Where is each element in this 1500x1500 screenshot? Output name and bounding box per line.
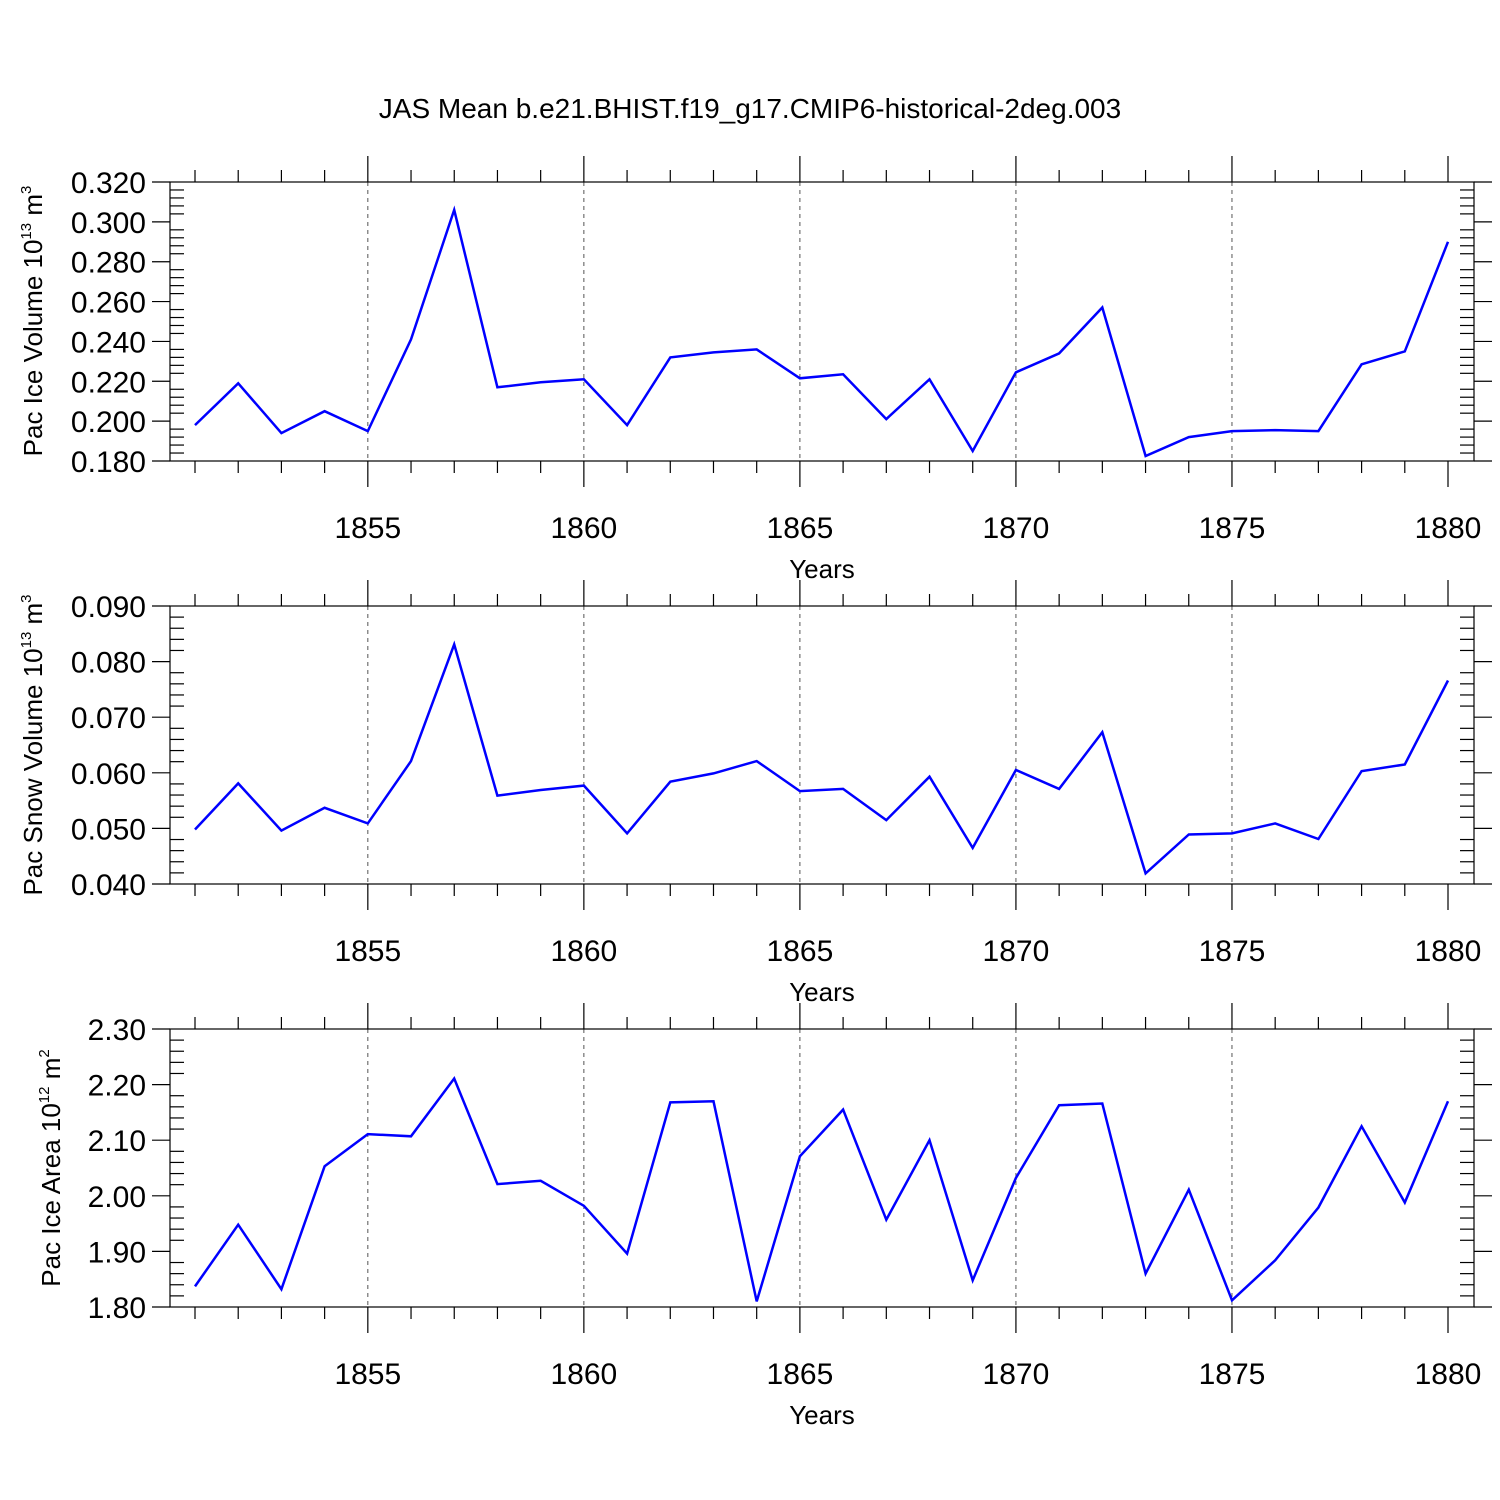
y-tick-label: 0.090 (71, 591, 146, 624)
y-axis-label: Pac Ice Volume 1013 m3 (18, 186, 48, 457)
panel-ice-area: Pac Ice Area 1012 m2 Years 1855 1860 1865 1… (36, 1003, 1492, 1430)
x-tick-label: 1860 (550, 512, 617, 545)
series-line (194, 205, 1450, 458)
y-tick-label: 0.260 (71, 287, 146, 320)
x-tick-label: 1875 (1199, 512, 1266, 545)
y-tick-label: 0.220 (71, 366, 146, 399)
y-tick-label: 0.280 (71, 247, 146, 280)
y-tick-label: 0.040 (71, 869, 146, 902)
y-tick-label: 0.200 (71, 406, 146, 439)
y-tick-label: 0.300 (71, 207, 146, 240)
y-tick-label: 0.180 (71, 446, 146, 479)
y-tick-label: 2.20 (88, 1070, 146, 1103)
x-tick-label: 1865 (767, 1358, 834, 1391)
plot-frame (169, 1028, 1475, 1308)
panel-snow-volume: Pac Snow Volume 1013 m3 Years 1855 1860 18… (18, 580, 1492, 1007)
y-tick-label: 1.90 (88, 1236, 146, 1269)
y-tick-label: 0.080 (71, 647, 146, 680)
x-tick-label: 1880 (1415, 1358, 1482, 1391)
series-line (194, 640, 1450, 876)
y-tick-label: 0.240 (71, 326, 146, 359)
x-tick-label: 1865 (767, 512, 834, 545)
panel-ice-volume: Pac Ice Volume 1013 m3 Years 1855 1860 186… (18, 156, 1492, 584)
x-axis-label: Years (789, 554, 855, 584)
y-tick-label: 0.060 (71, 758, 146, 791)
y-axis-label: Pac Snow Volume 1013 m3 (18, 594, 48, 895)
x-tick-label: 1870 (983, 1358, 1050, 1391)
x-tick-label: 1855 (334, 1358, 401, 1391)
series-line (193, 1075, 1450, 1303)
y-tick-label: 2.00 (88, 1181, 146, 1214)
x-tick-label: 1880 (1415, 935, 1482, 968)
y-tick-label: 1.80 (88, 1292, 146, 1325)
x-tick-label: 1870 (983, 935, 1050, 968)
y-tick-label: 0.070 (71, 702, 146, 735)
plot-frame (169, 181, 1475, 462)
y-tick-label: 0.050 (71, 813, 146, 846)
x-tick-label: 1865 (767, 935, 834, 968)
x-tick-label: 1875 (1199, 935, 1266, 968)
figure-title: JAS Mean b.e21.BHIST.f19_g17.CMIP6-histo… (379, 93, 1121, 124)
x-tick-label: 1860 (550, 1358, 617, 1391)
plot-frame (169, 605, 1475, 885)
x-tick-label: 1855 (334, 512, 401, 545)
x-tick-label: 1875 (1199, 1358, 1266, 1391)
y-tick-label: 0.320 (71, 167, 146, 200)
x-axis-label: Years (789, 977, 855, 1007)
y-tick-label: 2.10 (88, 1125, 146, 1158)
x-tick-label: 1880 (1415, 512, 1482, 545)
y-tick-label: 2.30 (88, 1014, 146, 1047)
y-axis-label: Pac Ice Area 1012 m2 (36, 1049, 66, 1286)
x-tick-label: 1870 (983, 512, 1050, 545)
x-axis-label: Years (789, 1400, 855, 1430)
x-tick-label: 1860 (550, 935, 617, 968)
x-tick-label: 1855 (334, 935, 401, 968)
